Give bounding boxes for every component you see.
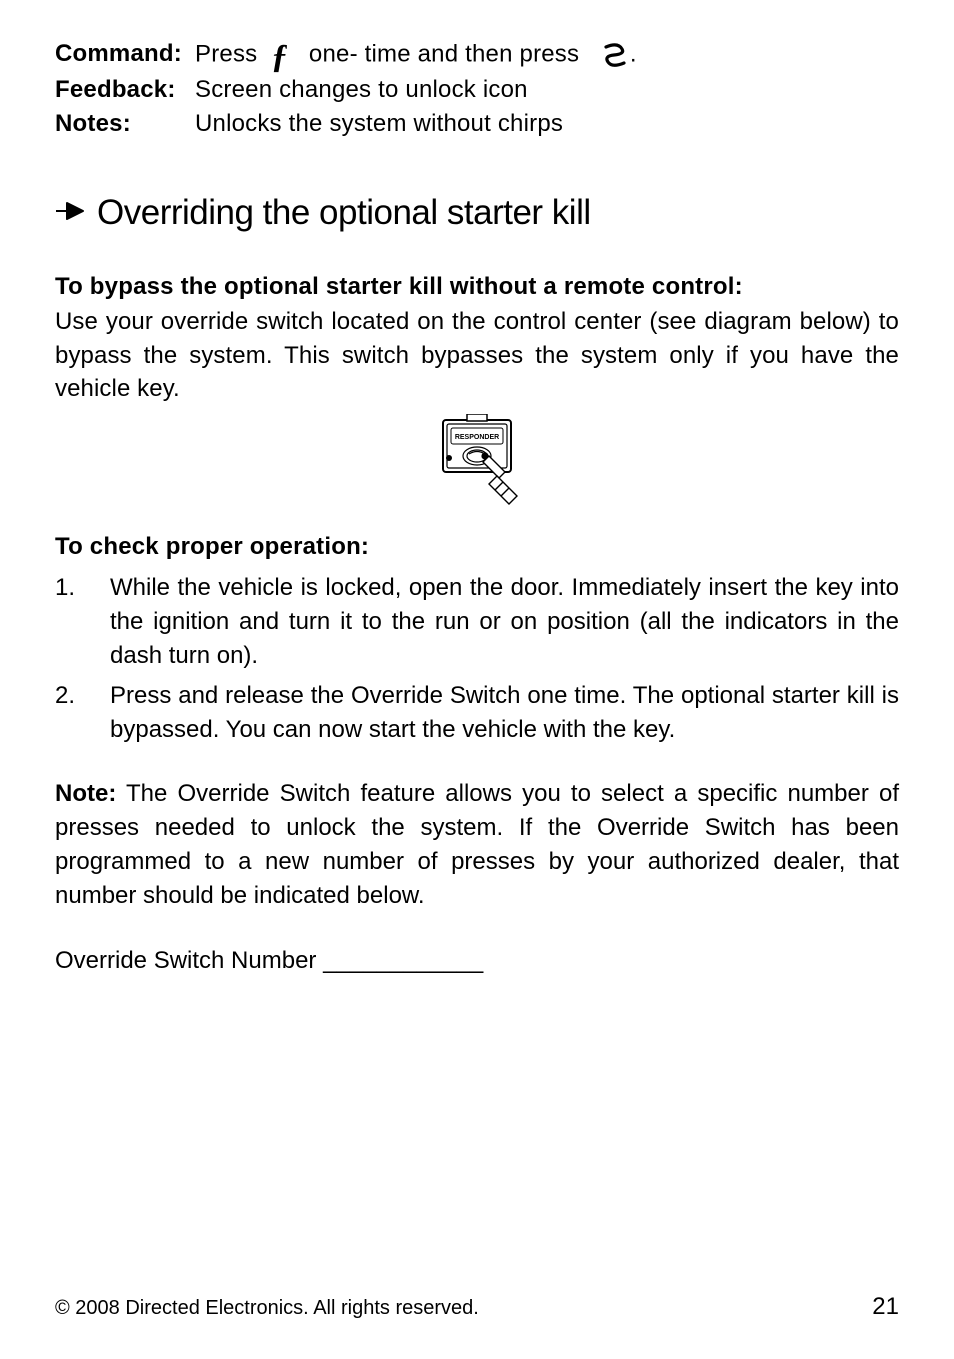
bypass-subheading: To bypass the optional starter kill with… [55, 273, 899, 301]
section-heading: Overriding the optional starter kill [55, 193, 899, 233]
note-body: The Override Switch feature allows you t… [55, 780, 899, 909]
list-number-2: 2. [55, 679, 110, 747]
notes-row: Notes: Unlocks the system without chirps [55, 110, 899, 138]
page-number: 21 [872, 1293, 899, 1321]
s-squiggle-icon [600, 40, 630, 70]
arrow-right-icon [55, 200, 85, 227]
command-row: Command: Press ƒ one- time and then pres… [55, 40, 899, 70]
feedback-value: Screen changes to unlock icon [195, 76, 528, 104]
check-subheading: To check proper operation: [55, 533, 899, 561]
list-item: 2. Press and release the Override Switch… [55, 679, 899, 747]
bypass-body: Use your override switch located on the … [55, 305, 899, 406]
page-footer: © 2008 Directed Electronics. All rights … [55, 1293, 899, 1321]
copyright-text: © 2008 Directed Electronics. All rights … [55, 1297, 479, 1320]
control-center-diagram: RESPONDER [55, 414, 899, 511]
list-item: 1. While the vehicle is locked, open the… [55, 571, 899, 673]
override-switch-line: Override Switch Number ____________ [55, 947, 899, 975]
heading-text: Overriding the optional starter kill [97, 193, 591, 233]
svg-text:RESPONDER: RESPONDER [455, 434, 499, 441]
feedback-row: Feedback: Screen changes to unlock icon [55, 76, 899, 104]
steps-list: 1. While the vehicle is locked, open the… [55, 571, 899, 747]
note-block: Note: The Override Switch feature allows… [55, 777, 899, 913]
step-1-text: While the vehicle is locked, open the do… [110, 571, 899, 673]
command-text-b: one- time and then press [309, 40, 579, 67]
notes-label: Notes: [55, 110, 195, 138]
step-2-text: Press and release the Override Switch on… [110, 679, 899, 747]
command-label: Command: [55, 40, 195, 68]
command-value: Press ƒ one- time and then press . [195, 40, 637, 70]
note-label: Note: [55, 780, 116, 807]
command-text-a: Press [195, 40, 257, 67]
list-number-1: 1. [55, 571, 110, 673]
notes-value: Unlocks the system without chirps [195, 110, 563, 138]
feedback-label: Feedback: [55, 76, 195, 104]
